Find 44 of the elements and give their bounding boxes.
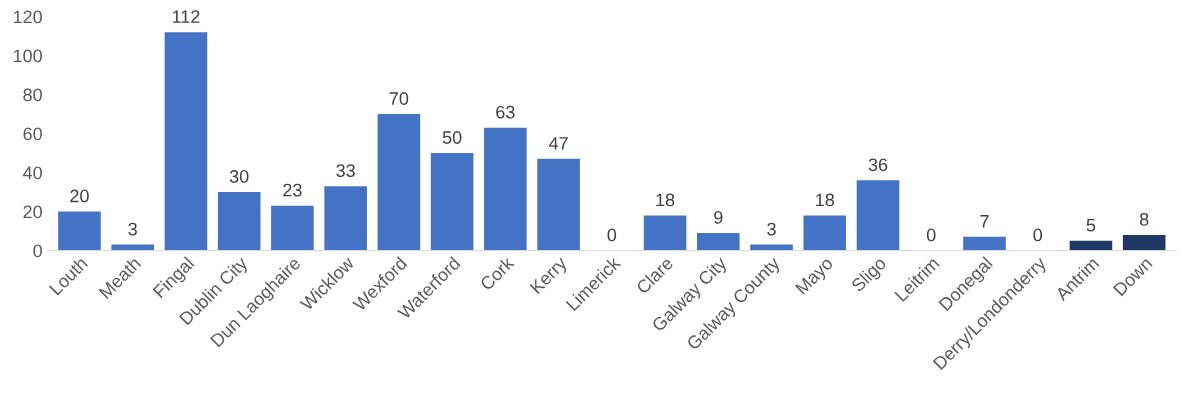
y-tick-label: 60 bbox=[23, 127, 42, 141]
y-tick-label: 0 bbox=[33, 244, 42, 258]
bar bbox=[1122, 234, 1166, 251]
data-label: 47 bbox=[548, 137, 568, 150]
data-label: 3 bbox=[128, 222, 137, 236]
data-label: 23 bbox=[283, 183, 302, 197]
bar bbox=[856, 180, 900, 251]
bar bbox=[537, 158, 580, 251]
bar bbox=[377, 114, 421, 251]
data-label: 112 bbox=[172, 10, 200, 23]
bar bbox=[58, 211, 101, 251]
data-label: 18 bbox=[816, 193, 835, 207]
y-tick-label: 100 bbox=[13, 49, 42, 63]
data-label: 33 bbox=[336, 164, 355, 178]
data-label: 70 bbox=[389, 92, 409, 105]
bar bbox=[271, 205, 314, 251]
data-label: 9 bbox=[714, 211, 723, 224]
data-label: 30 bbox=[229, 170, 249, 183]
y-tick-label: 40 bbox=[22, 166, 42, 180]
bar bbox=[803, 215, 847, 251]
y-tick-label: 80 bbox=[23, 88, 42, 102]
data-label: 0 bbox=[607, 228, 617, 242]
bar bbox=[1069, 240, 1113, 251]
bar bbox=[697, 232, 740, 251]
data-label: 0 bbox=[1033, 228, 1043, 242]
data-label: 20 bbox=[70, 189, 89, 203]
y-tick-label: 120 bbox=[13, 10, 42, 24]
data-label: 8 bbox=[1139, 212, 1149, 226]
data-label: 36 bbox=[868, 158, 888, 172]
data-label: 5 bbox=[1086, 219, 1096, 232]
data-label: 63 bbox=[496, 105, 515, 119]
data-label: 7 bbox=[980, 215, 989, 228]
data-label: 18 bbox=[656, 193, 675, 207]
y-tick-label: 20 bbox=[23, 205, 42, 219]
bar bbox=[484, 127, 527, 251]
data-label: 0 bbox=[926, 228, 936, 242]
bar bbox=[164, 32, 208, 251]
data-label: 3 bbox=[767, 222, 776, 236]
bar bbox=[217, 191, 261, 251]
data-label: 50 bbox=[442, 131, 462, 144]
bar bbox=[324, 186, 367, 251]
bar bbox=[643, 215, 687, 251]
bar bbox=[963, 236, 1006, 251]
bar bbox=[430, 153, 474, 251]
